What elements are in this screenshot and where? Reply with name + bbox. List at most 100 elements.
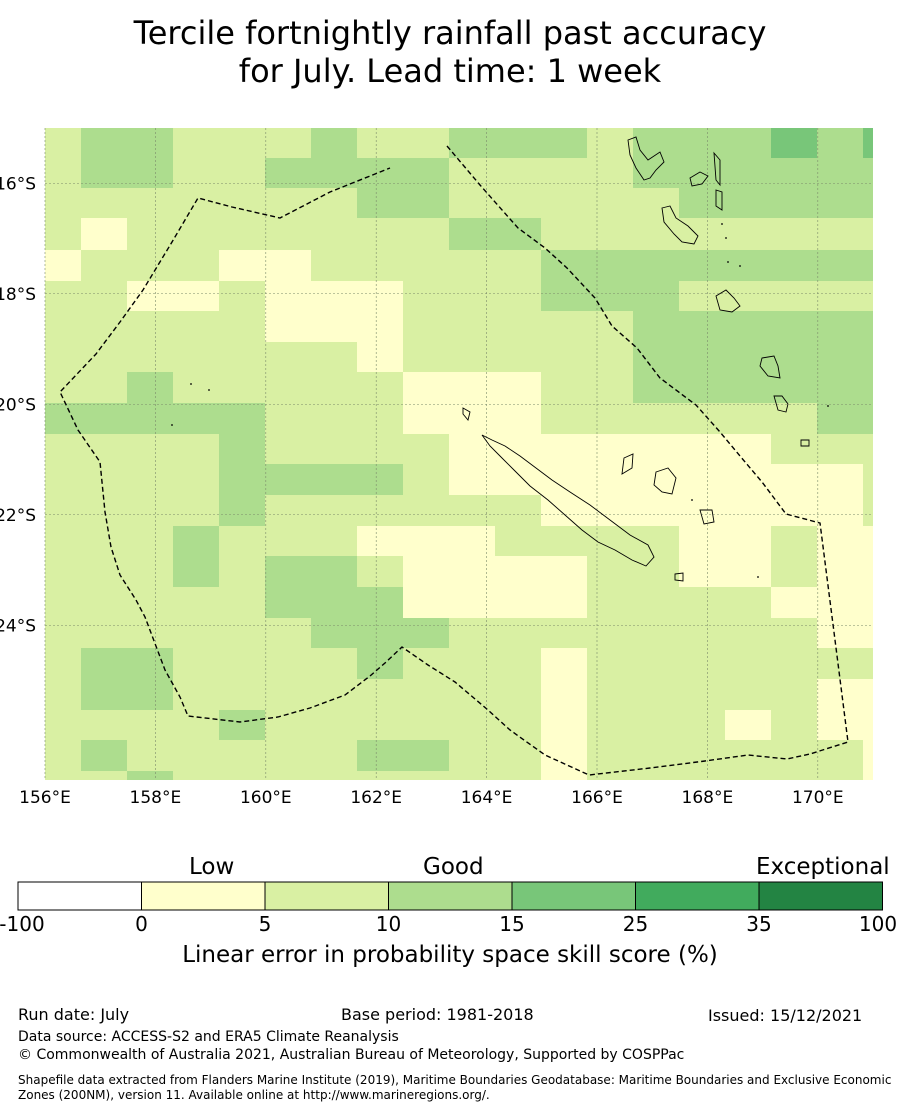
grid-cell: [265, 771, 311, 780]
grid-cell: [587, 556, 633, 587]
grid-cell: [587, 648, 633, 679]
grid-cell: [45, 740, 81, 771]
grid-cell: [219, 128, 265, 158]
grid-cell: [449, 587, 495, 618]
latitude-tick-label: 16°S: [0, 174, 36, 194]
grid-cell: [311, 218, 357, 250]
grid-cell: [679, 434, 725, 464]
category-good: Good: [423, 854, 484, 880]
grid-cell: [495, 464, 541, 495]
grid-cell: [311, 188, 357, 218]
grid-cell: [219, 218, 265, 250]
grid-cell: [127, 434, 173, 464]
grid-cell: [45, 311, 81, 342]
grid-cell: [173, 311, 219, 342]
grid-cell: [863, 128, 873, 158]
grid-cell: [679, 250, 725, 281]
island-outline: [699, 509, 715, 525]
grid-cell: [725, 556, 771, 587]
grid-cell: [449, 679, 495, 710]
grid-cell: [265, 188, 311, 218]
longitude-tick-labels: 156°E 158°E 160°E 162°E 164°E 166°E 168°E 170°E: [19, 788, 844, 808]
category-low: Low: [189, 854, 235, 880]
grid-cell: [45, 250, 81, 281]
grid-cell: [127, 740, 173, 771]
grid-cell: [265, 434, 311, 464]
grid-cell: [587, 464, 633, 495]
grid-cell: [173, 281, 219, 311]
grid-cell: [265, 740, 311, 771]
copyright: © Commonwealth of Australia 2021, Austra…: [18, 1047, 685, 1063]
grid-cell: [45, 372, 81, 403]
grid-cell: [173, 188, 219, 218]
grid-cell: [265, 526, 311, 556]
grid-cell: [311, 710, 357, 740]
grid-cell: [495, 526, 541, 556]
grid-cell: [863, 771, 873, 780]
grid-cell: [863, 188, 873, 218]
grid-cell: [311, 464, 357, 495]
colorbar-swatch: [511, 881, 636, 911]
grid-cell: [45, 128, 81, 158]
grid-cell: [127, 710, 173, 740]
grid-cell: [357, 434, 403, 464]
grid-cell: [219, 740, 265, 771]
grid-cell: [127, 188, 173, 218]
grid-cell: [725, 495, 771, 526]
grid-cell: [725, 740, 771, 771]
grid-cell: [265, 556, 311, 587]
grid-cell: [817, 311, 863, 342]
small-island: [208, 389, 210, 391]
grid-cell: [495, 188, 541, 218]
grid-cell: [403, 188, 449, 218]
grid-cell: [817, 128, 863, 158]
grid-cell: [357, 587, 403, 618]
grid-cell: [219, 526, 265, 556]
grid-cell: [265, 218, 311, 250]
grid-cell: [679, 372, 725, 403]
grid-cell: [495, 342, 541, 372]
grid-cell: [817, 526, 863, 556]
grid-cell: [587, 434, 633, 464]
grid-cell: [817, 618, 863, 648]
grid-cell: [771, 372, 817, 403]
grid-cell: [633, 188, 679, 218]
grid-cell: [449, 618, 495, 648]
small-island: [727, 261, 729, 263]
longitude-tick-label: 164°E: [461, 788, 513, 808]
small-island: [827, 405, 829, 407]
grid-cell: [725, 434, 771, 464]
grid-cell: [541, 188, 587, 218]
grid-cell: [81, 218, 127, 250]
grid-cell: [771, 556, 817, 587]
longitude-tick-label: 158°E: [130, 788, 182, 808]
grid-cell: [725, 710, 771, 740]
grid-cell: [679, 526, 725, 556]
grid-cell: [633, 771, 679, 780]
grid-cell: [633, 311, 679, 342]
island-outline: [481, 434, 655, 567]
grid-cell: [863, 710, 873, 740]
longitude-tick-label: 156°E: [19, 788, 71, 808]
grid-cell: [219, 556, 265, 587]
grid-cell: [219, 710, 265, 740]
grid-cell: [587, 679, 633, 710]
grid-cell: [81, 188, 127, 218]
grid-cell: [679, 556, 725, 587]
issued-date: Issued: 15/12/2021: [708, 1006, 863, 1025]
small-island: [721, 223, 723, 225]
grid-cell: [127, 311, 173, 342]
grid-cell: [81, 128, 127, 158]
grid-cell: [725, 771, 771, 780]
grid-cell: [771, 188, 817, 218]
grid-cell: [449, 556, 495, 587]
grid-cell: [219, 434, 265, 464]
grid-cell: [817, 556, 863, 587]
grid-cell: [495, 372, 541, 403]
grid-cell: [633, 648, 679, 679]
grid-cell: [127, 648, 173, 679]
grid-cell: [265, 250, 311, 281]
grid-cell: [449, 710, 495, 740]
grid-cell: [81, 281, 127, 311]
grid-cell: [311, 434, 357, 464]
